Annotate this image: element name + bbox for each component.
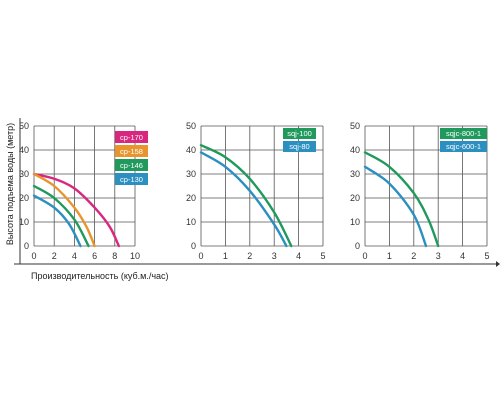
y-tick-label: 30 bbox=[350, 169, 360, 179]
series-line-cp-146 bbox=[32, 184, 90, 248]
x-tick-label: 2 bbox=[52, 251, 57, 261]
y-tick-label: 0 bbox=[355, 241, 360, 251]
y-tick-label: 50 bbox=[186, 121, 196, 131]
frame-x-arrow bbox=[496, 261, 500, 267]
legend-swatch-sqj-80 bbox=[283, 141, 316, 152]
y-tick-label: 40 bbox=[19, 145, 29, 155]
legend-swatch-cp-130 bbox=[115, 173, 148, 185]
y-tick-label: 50 bbox=[19, 121, 29, 131]
x-tick-label: 8 bbox=[112, 251, 117, 261]
legend-swatch-cp-170 bbox=[115, 131, 148, 143]
series-line-sqj-80 bbox=[199, 151, 288, 248]
y-tick-label: 40 bbox=[350, 145, 360, 155]
legend-label-cp-158: cp-158 bbox=[120, 147, 143, 156]
legend-label-sqj-100: sqj-100 bbox=[287, 129, 312, 138]
legend-swatch-sqjc-600-1 bbox=[440, 141, 487, 152]
x-tick-label: 3 bbox=[436, 251, 441, 261]
y-tick-label: 20 bbox=[186, 193, 196, 203]
x-tick-label: 0 bbox=[31, 251, 36, 261]
y-axis-title: Высота подъема воды (метр) bbox=[5, 123, 15, 245]
y-tick-label: 40 bbox=[186, 145, 196, 155]
x-tick-label: 5 bbox=[484, 251, 489, 261]
x-tick-label: 10 bbox=[130, 251, 140, 261]
y-tick-label: 10 bbox=[350, 217, 360, 227]
x-tick-label: 3 bbox=[272, 251, 277, 261]
x-tick-label: 1 bbox=[387, 251, 392, 261]
legend-label-sqj-80: sqj-80 bbox=[289, 142, 309, 151]
x-tick-label: 0 bbox=[198, 251, 203, 261]
series-line-sqjc-800-1 bbox=[363, 151, 440, 248]
x-tick-label: 4 bbox=[460, 251, 465, 261]
x-tick-label: 2 bbox=[411, 251, 416, 261]
legend-swatch-cp-158 bbox=[115, 145, 148, 157]
series-line-cp-158 bbox=[32, 172, 96, 248]
chart-panel-1: 0 2 4 6 8 10 0 10 20 30 40 50 cp-170 cp-158 cp-146 cp-1… bbox=[19, 121, 148, 261]
x-tick-label: 4 bbox=[72, 251, 77, 261]
series-line-cp-130 bbox=[32, 194, 82, 248]
y-tick-label: 20 bbox=[19, 193, 29, 203]
y-tick-label: 0 bbox=[24, 241, 29, 251]
y-tick-label: 50 bbox=[350, 121, 360, 131]
legend-label-cp-130: cp-130 bbox=[120, 175, 143, 184]
legend-label-sqjc-800-1: sqjc-800-1 bbox=[446, 129, 481, 138]
legend-swatch-cp-146 bbox=[115, 159, 148, 171]
x-axis-title: Производительность (куб.м./час) bbox=[31, 271, 169, 281]
y-tick-label: 20 bbox=[350, 193, 360, 203]
x-tick-label: 4 bbox=[296, 251, 301, 261]
x-tick-label: 1 bbox=[223, 251, 228, 261]
x-tick-label: 2 bbox=[247, 251, 252, 261]
x-tick-label: 6 bbox=[92, 251, 97, 261]
y-tick-label: 30 bbox=[19, 169, 29, 179]
legend-swatch-sqjc-800-1 bbox=[440, 128, 487, 139]
series-line-cp-170 bbox=[32, 172, 121, 248]
series-line-sqj-100 bbox=[199, 144, 293, 248]
legend-label-cp-146: cp-146 bbox=[120, 161, 143, 170]
legend-label-cp-170: cp-170 bbox=[120, 133, 143, 142]
y-tick-label: 30 bbox=[186, 169, 196, 179]
x-tick-label: 5 bbox=[320, 251, 325, 261]
y-tick-label: 10 bbox=[186, 217, 196, 227]
x-tick-label: 0 bbox=[362, 251, 367, 261]
y-tick-label: 0 bbox=[191, 241, 196, 251]
y-tick-label: 10 bbox=[19, 217, 29, 227]
legend-label-sqjc-600-1: sqjc-600-1 bbox=[446, 142, 481, 151]
legend-swatch-sqj-100 bbox=[283, 128, 316, 139]
series-line-sqjc-600-1 bbox=[363, 165, 428, 248]
